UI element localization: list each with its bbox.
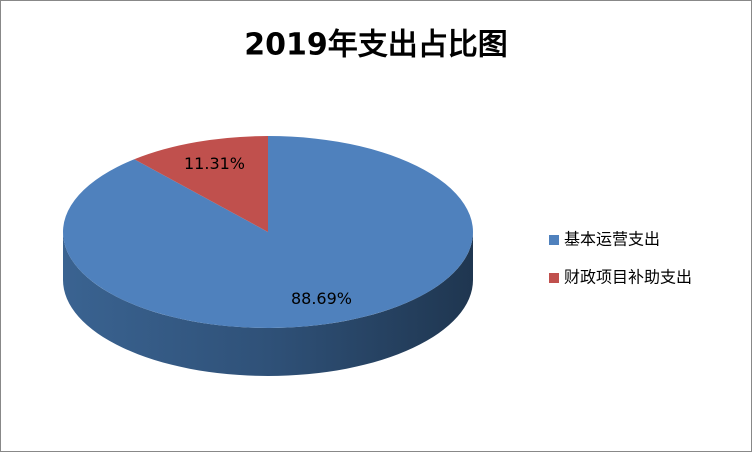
legend-swatch [549, 273, 559, 283]
chart-title: 2019年支出占比图 [244, 28, 508, 63]
data-label: 88.69% [291, 289, 352, 308]
legend-label: 财政项目补助支出 [564, 268, 692, 287]
data-label: 11.31% [184, 154, 245, 173]
pie-slice [62, 136, 473, 329]
pie-side [63, 232, 473, 376]
legend-label: 基本运营支出 [564, 230, 660, 249]
legend-swatch [549, 235, 559, 245]
pie-slice [134, 136, 268, 232]
